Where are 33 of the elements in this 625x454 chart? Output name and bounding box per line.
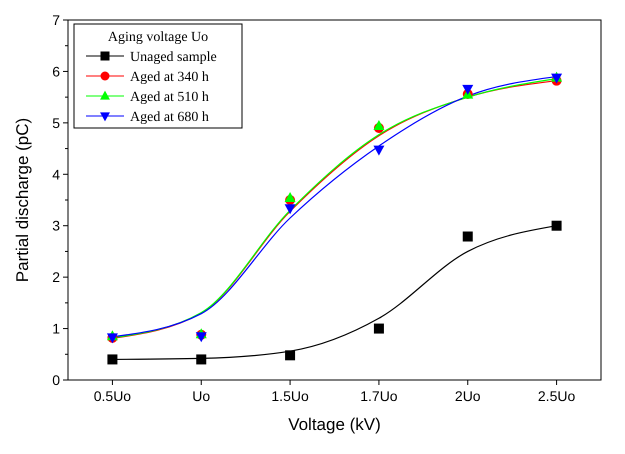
point xyxy=(285,350,296,360)
legend-label: Aged at 340 h xyxy=(130,70,209,85)
x-tick-label: Uo xyxy=(192,388,210,404)
point xyxy=(284,204,296,214)
y-tick-label: 0 xyxy=(52,372,60,388)
point xyxy=(284,192,296,202)
y-tick-label: 7 xyxy=(52,12,60,28)
y-axis-title: Partial discharge (pC) xyxy=(13,118,32,282)
point xyxy=(107,354,118,364)
legend-label: Aged at 680 h xyxy=(130,110,209,125)
y-tick-label: 4 xyxy=(52,166,60,182)
y-tick-label: 2 xyxy=(52,269,60,286)
y-tick-label: 5 xyxy=(52,114,60,131)
point xyxy=(373,146,384,156)
point xyxy=(196,354,206,364)
legend-title: Aging voltage Uo xyxy=(108,30,208,45)
x-tick-label: 1.5Uo xyxy=(271,388,309,404)
y-tick-label: 6 xyxy=(52,63,60,80)
point xyxy=(374,324,384,334)
legend-label: Aged at 510 h xyxy=(130,90,209,105)
x-tick-label: 1.7Uo xyxy=(360,388,398,404)
point xyxy=(373,120,384,130)
legend-label: Unaged sample xyxy=(130,50,217,65)
x-tick-label: 2.5Uo xyxy=(538,388,576,404)
point xyxy=(462,232,473,242)
x-tick-label: 2Uo xyxy=(454,388,481,404)
point xyxy=(462,84,474,95)
x-axis-title: Voltage (kV) xyxy=(288,415,381,434)
y-tick-label: 3 xyxy=(52,218,60,234)
point xyxy=(552,220,562,231)
y-tick-label: 1 xyxy=(52,320,60,337)
point xyxy=(196,332,207,342)
x-tick-label: 0.5Uo xyxy=(94,388,132,404)
